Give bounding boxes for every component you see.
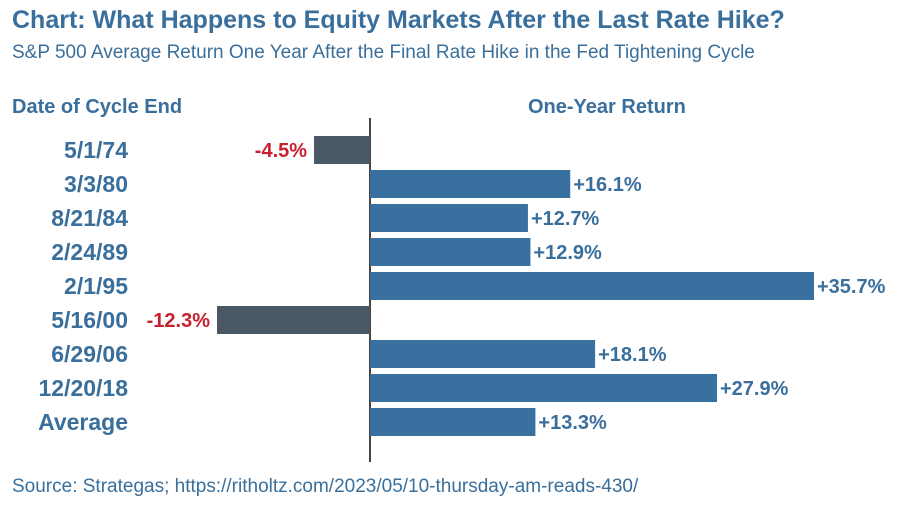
bar-0 xyxy=(314,136,370,164)
chart-subtitle: S&P 500 Average Return One Year After th… xyxy=(12,42,755,63)
bar-7 xyxy=(370,374,717,402)
value-column-header: One-Year Return xyxy=(528,96,686,118)
data-labels-group: -4.5% +16.1% +12.7% +12.9% +35.7% -12.3% +18.1… xyxy=(147,140,886,434)
source-note: Source: Strategas; https://ritholtz.com/… xyxy=(12,476,639,497)
category-label-7: 12/20/18 xyxy=(38,375,128,401)
data-label-7: +27.9% xyxy=(720,378,789,400)
data-label-6: +18.1% xyxy=(598,344,667,366)
data-label-8: +13.3% xyxy=(538,412,607,434)
category-label-3: 2/24/89 xyxy=(51,239,128,265)
category-label-5: 5/16/00 xyxy=(51,307,128,333)
data-label-5: -12.3% xyxy=(147,310,211,332)
category-label-0: 5/1/74 xyxy=(64,137,128,163)
bar-5 xyxy=(217,306,370,334)
data-label-2: +12.7% xyxy=(531,208,600,230)
category-label-2: 8/21/84 xyxy=(51,205,128,231)
category-label-4: 2/1/95 xyxy=(64,273,128,299)
data-label-1: +16.1% xyxy=(573,174,642,196)
bar-1 xyxy=(370,170,571,198)
category-column-header: Date of Cycle End xyxy=(12,96,183,118)
data-label-3: +12.9% xyxy=(533,242,602,264)
bar-8 xyxy=(370,408,536,436)
bar-3 xyxy=(370,238,531,266)
category-labels-group: 5/1/74 3/3/80 8/21/84 2/24/89 2/1/95 5/16/00 6… xyxy=(38,137,128,435)
bar-4 xyxy=(370,272,814,300)
data-label-0: -4.5% xyxy=(255,140,307,162)
bar-2 xyxy=(370,204,528,232)
bar-6 xyxy=(370,340,596,368)
bars-group xyxy=(217,136,814,436)
category-label-1: 3/3/80 xyxy=(64,171,128,197)
chart-title: Chart: What Happens to Equity Markets Af… xyxy=(12,6,785,34)
category-label-6: 6/29/06 xyxy=(51,341,128,367)
category-label-8: Average xyxy=(38,409,128,435)
data-label-4: +35.7% xyxy=(817,276,886,298)
